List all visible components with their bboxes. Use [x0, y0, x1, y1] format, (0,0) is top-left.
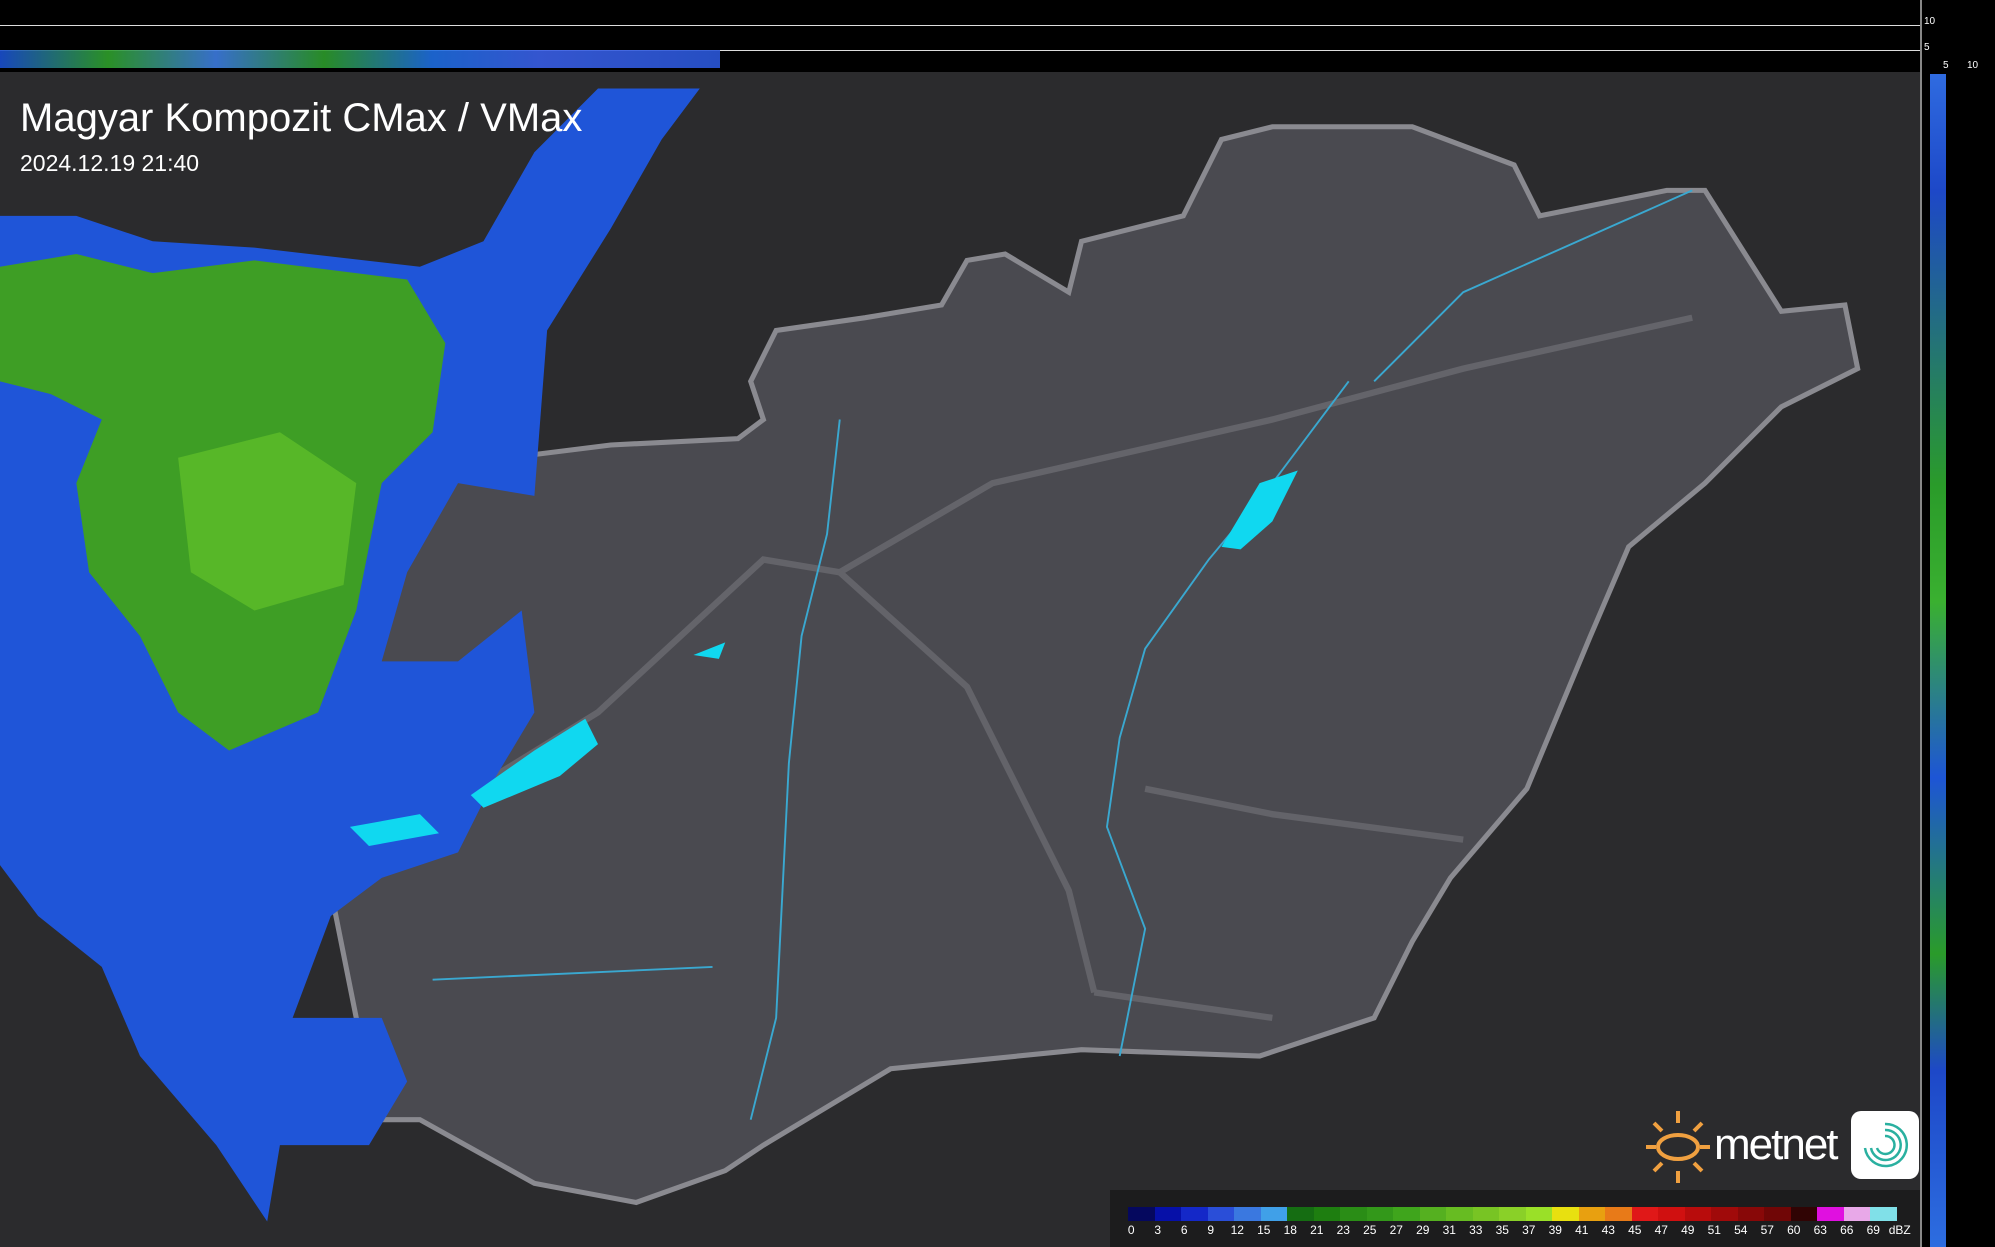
legend-label: 66 [1840, 1223, 1854, 1237]
logo-text: metnet [1714, 1120, 1839, 1169]
legend-swatch [1737, 1207, 1764, 1221]
legend-label: 35 [1495, 1223, 1509, 1237]
radar-green-core [178, 432, 357, 611]
right-cross-section-echoes [1930, 74, 1946, 1247]
legend-label: 57 [1760, 1223, 1774, 1237]
legend-label: 47 [1654, 1223, 1668, 1237]
legend-color-bar [1128, 1207, 1897, 1221]
legend-label: 15 [1257, 1223, 1271, 1237]
map-timestamp: 2024.12.19 21:40 [20, 150, 200, 176]
legend-label: 41 [1575, 1223, 1589, 1237]
legend-swatch [1446, 1207, 1473, 1221]
swirl-logo-icon [1850, 1111, 1919, 1179]
legend-label: 23 [1336, 1223, 1350, 1237]
legend-label: 49 [1681, 1223, 1695, 1237]
top-scale-tick: 5 [1924, 42, 1930, 53]
legend-swatch [1552, 1207, 1579, 1221]
legend-swatch [1366, 1207, 1393, 1221]
legend-swatch [1340, 1207, 1367, 1221]
map-title: Magyar Kompozit CMax / VMax [20, 96, 583, 140]
legend-swatch [1260, 1207, 1287, 1221]
metnet-logo: metnet [1638, 1105, 1919, 1185]
legend-swatch [1181, 1207, 1208, 1221]
roads [430, 314, 1693, 1022]
legend-label: 69 [1866, 1223, 1880, 1237]
scale-line-5 [0, 50, 1920, 51]
legend-unit: dBZ [1888, 1223, 1911, 1237]
legend-label: 60 [1787, 1223, 1801, 1237]
lake-tisza [1221, 470, 1298, 550]
legend-swatch [1631, 1207, 1658, 1221]
legend-label: 45 [1628, 1223, 1642, 1237]
lake-velence [693, 642, 726, 659]
legend-swatch [1154, 1207, 1181, 1221]
legend-label: 29 [1416, 1223, 1430, 1237]
legend-swatch [1684, 1207, 1711, 1221]
legend-label: 37 [1522, 1223, 1536, 1237]
legend-swatch [1472, 1207, 1499, 1221]
legend-swatch [1605, 1207, 1632, 1221]
radar-map[interactable] [0, 72, 1920, 1247]
legend-label: 12 [1230, 1223, 1244, 1237]
legend-label: 9 [1207, 1223, 1215, 1237]
legend-label: 0 [1127, 1223, 1135, 1237]
legend-swatch [1313, 1207, 1340, 1221]
legend-swatch [1578, 1207, 1605, 1221]
legend-label: 51 [1707, 1223, 1721, 1237]
legend-swatch [1870, 1207, 1897, 1221]
legend-swatch [1287, 1207, 1314, 1221]
top-scale-tick: 10 [1924, 16, 1936, 27]
legend-swatch [1393, 1207, 1420, 1221]
right-scale-tick: 5 [1943, 60, 1949, 71]
legend-label: 63 [1813, 1223, 1827, 1237]
legend-swatch [1764, 1207, 1791, 1221]
legend-swatch [1419, 1207, 1446, 1221]
legend-swatch [1525, 1207, 1552, 1221]
legend-label: 31 [1442, 1223, 1456, 1237]
legend-swatch [1843, 1207, 1870, 1221]
legend-label: 54 [1734, 1223, 1748, 1237]
legend-swatch [1817, 1207, 1844, 1221]
top-cross-section-echoes [0, 50, 720, 68]
legend-label: 27 [1389, 1223, 1403, 1237]
legend-label: 3 [1154, 1223, 1162, 1237]
hungary-country-area [302, 124, 1861, 1206]
legend-swatch [1711, 1207, 1738, 1221]
dbz-color-legend: 0 3 6 9 12 15 18 21 23 25 27 29 31 33 35 37 39 41 43 45 47 49… [1110, 1190, 1920, 1247]
legend-swatch [1658, 1207, 1685, 1221]
legend-label: 18 [1283, 1223, 1297, 1237]
scale-line-10 [0, 25, 1920, 26]
lake-balaton [470, 718, 599, 808]
legend-swatch [1790, 1207, 1817, 1221]
legend-swatch [1234, 1207, 1261, 1221]
legend-label: 33 [1469, 1223, 1483, 1237]
sun-icon [1646, 1111, 1710, 1183]
legend-label: 21 [1310, 1223, 1324, 1237]
legend-swatch [1207, 1207, 1234, 1221]
legend-swatch [1128, 1207, 1155, 1221]
legend-label: 6 [1180, 1223, 1188, 1237]
right-scale-tick: 10 [1967, 60, 1979, 71]
legend-label: 43 [1601, 1223, 1615, 1237]
legend-labels: 0 3 6 9 12 15 18 21 23 25 27 29 31 33 35 37 39 41 43 45 47 49… [1118, 1223, 1913, 1237]
legend-label: 39 [1548, 1223, 1562, 1237]
lake-balaton-west [349, 814, 439, 846]
legend-label: 25 [1363, 1223, 1377, 1237]
legend-swatch [1499, 1207, 1526, 1221]
